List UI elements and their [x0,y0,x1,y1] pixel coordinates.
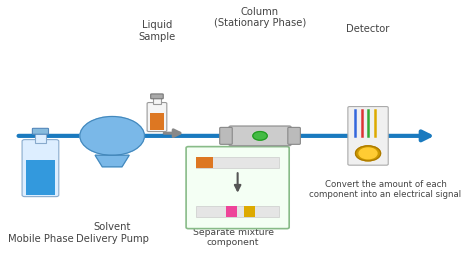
Bar [196,157,213,168]
Bar [244,206,255,217]
Text: Detector: Detector [346,24,389,34]
FancyBboxPatch shape [229,126,291,146]
Circle shape [253,131,267,140]
Bar [35,132,46,143]
Text: Convert the amount of each
component into an electrical signal: Convert the amount of each component int… [310,180,462,199]
FancyBboxPatch shape [348,107,388,165]
Circle shape [80,117,145,155]
Text: Separate mixture
component: Separate mixture component [192,228,273,247]
Bar [196,157,279,168]
FancyBboxPatch shape [147,102,167,131]
Circle shape [356,146,381,161]
Bar [150,113,164,131]
Bar [226,206,237,217]
Text: Liquid
Sample: Liquid Sample [138,20,175,42]
Bar [196,206,279,217]
Bar [26,160,55,195]
FancyBboxPatch shape [32,128,48,134]
Text: Column
(Stationary Phase): Column (Stationary Phase) [214,7,306,28]
Circle shape [359,148,377,159]
FancyBboxPatch shape [186,147,289,229]
Bar [153,97,161,104]
FancyBboxPatch shape [220,127,232,144]
Text: Mobile Phase: Mobile Phase [8,234,73,244]
Text: Solvent
Delivery Pump: Solvent Delivery Pump [76,222,148,244]
Polygon shape [95,155,129,167]
FancyBboxPatch shape [22,140,59,197]
FancyBboxPatch shape [288,127,301,144]
FancyBboxPatch shape [151,94,163,99]
